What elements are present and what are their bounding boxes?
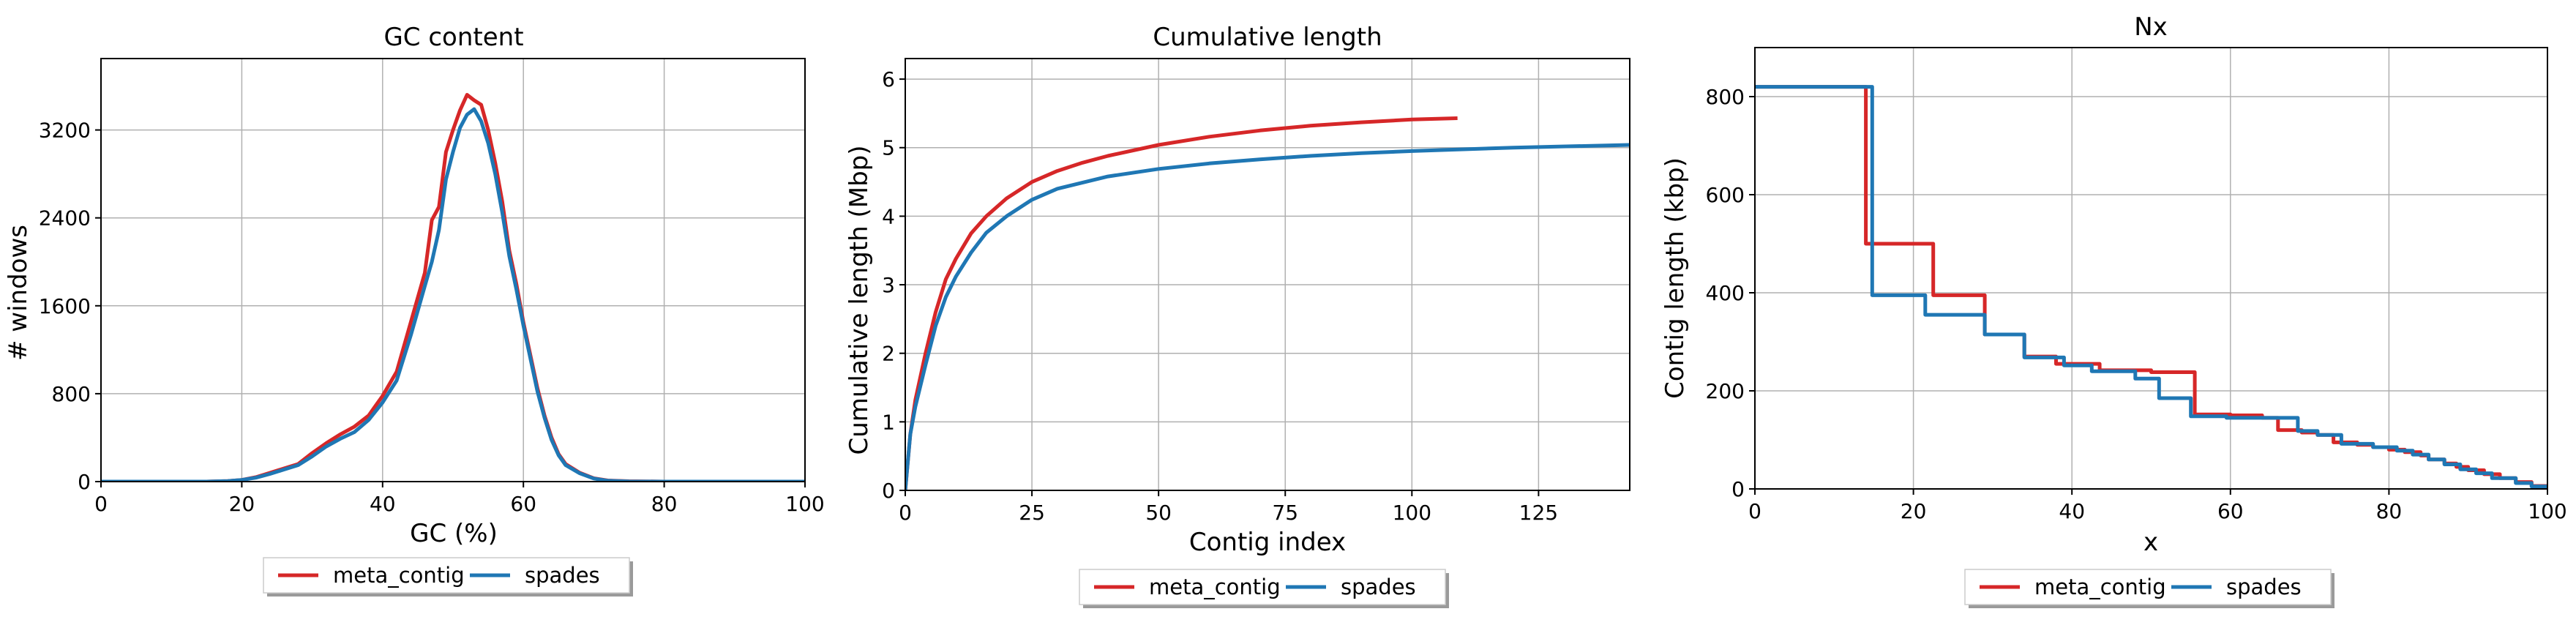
y-tick-label: 0 (78, 470, 91, 494)
axis-ticks: 0 20 40 60 80 100 0 800 1600 2400 3200 (39, 119, 825, 516)
x-tick-label: 80 (2376, 499, 2403, 523)
legend: meta_contig spades (1964, 569, 2334, 608)
legend-box (263, 557, 630, 594)
x-axis-label: x (2143, 528, 2158, 557)
plot-frame (1754, 47, 2548, 490)
x-tick-label: 100 (2528, 499, 2566, 523)
y-axis-label: Cumulative length (Mbp) (845, 145, 874, 455)
x-tick-label: 20 (229, 492, 255, 516)
series-line-spades (905, 143, 1630, 490)
legend-label: spades (1341, 575, 1416, 599)
y-tick-label: 600 (1706, 183, 1745, 207)
x-tick-label: 75 (1272, 501, 1298, 525)
legend-label: spades (525, 563, 600, 588)
x-axis-label: Contig index (1189, 528, 1346, 557)
y-tick-label: 1600 (39, 294, 91, 318)
x-tick-label: 0 (94, 492, 108, 516)
y-tick-label: 0 (1731, 477, 1745, 501)
nx-panel: Nx x Contig length (kbp) 0 20 40 60 80 100 0 20… (1660, 12, 2567, 608)
y-tick-label: 6 (882, 67, 895, 91)
x-tick-label: 80 (651, 492, 678, 516)
y-tick-label: 2 (882, 342, 895, 366)
series-line-spades (101, 107, 805, 482)
legend: meta_contig spades (263, 557, 633, 597)
legend-box (1079, 569, 1446, 605)
axis-ticks: 0 20 40 60 80 100 0 200 400 600 800 (1706, 85, 2567, 523)
grid (905, 59, 1630, 491)
cumulative-length-panel: Cumulative length Contig index Cumulativ… (845, 23, 1630, 608)
x-tick-label: 125 (1519, 501, 1558, 525)
x-tick-label: 0 (899, 501, 912, 525)
x-tick-label: 60 (510, 492, 536, 516)
series-line-meta-contig (905, 116, 1458, 490)
x-tick-label: 40 (370, 492, 396, 516)
grid (100, 59, 806, 482)
y-axis-label: # windows (4, 225, 33, 361)
y-tick-label: 1 (882, 410, 895, 434)
x-tick-label: 25 (1019, 501, 1045, 525)
y-tick-label: 0 (882, 479, 895, 503)
legend-box (1964, 569, 2332, 605)
y-tick-label: 4 (882, 204, 895, 228)
x-tick-label: 20 (1901, 499, 1927, 523)
legend-label: meta_contig (333, 563, 465, 588)
chart-title: GC content (383, 23, 523, 52)
y-tick-label: 800 (52, 382, 91, 406)
legend: meta_contig spades (1079, 569, 1449, 608)
plot-frame (100, 58, 806, 482)
y-tick-label: 200 (1706, 379, 1745, 403)
x-tick-label: 100 (785, 492, 824, 516)
y-tick-label: 5 (882, 136, 895, 160)
x-tick-label: 100 (1393, 501, 1431, 525)
plot-frame (905, 58, 1630, 491)
x-tick-label: 0 (1748, 499, 1761, 523)
x-tick-label: 60 (2217, 499, 2244, 523)
legend-label: meta_contig (1149, 575, 1281, 599)
plot-lines (1755, 85, 2547, 489)
plot-lines (101, 93, 805, 482)
chart-title: Nx (2134, 12, 2168, 42)
y-tick-label: 800 (1706, 85, 1745, 109)
axis-ticks: 0 25 50 75 100 125 0 1 2 3 4 5 6 (882, 67, 1558, 525)
series-line-spades (1755, 85, 2547, 489)
x-tick-label: 50 (1145, 501, 1172, 525)
gc-content-panel: GC content GC (%) # windows 0 20 40 60 80 100… (4, 23, 825, 597)
plot-lines (905, 116, 1630, 490)
x-tick-label: 40 (2059, 499, 2085, 523)
y-tick-label: 2400 (39, 206, 91, 231)
y-tick-label: 3200 (39, 119, 91, 143)
x-axis-label: GC (%) (410, 519, 498, 548)
chart-title: Cumulative length (1153, 23, 1382, 52)
y-tick-label: 3 (882, 273, 895, 297)
legend-label: spades (2226, 575, 2302, 599)
legend-label: meta_contig (2034, 575, 2166, 599)
y-tick-label: 400 (1706, 281, 1745, 305)
y-axis-label: Contig length (kbp) (1660, 157, 1690, 399)
